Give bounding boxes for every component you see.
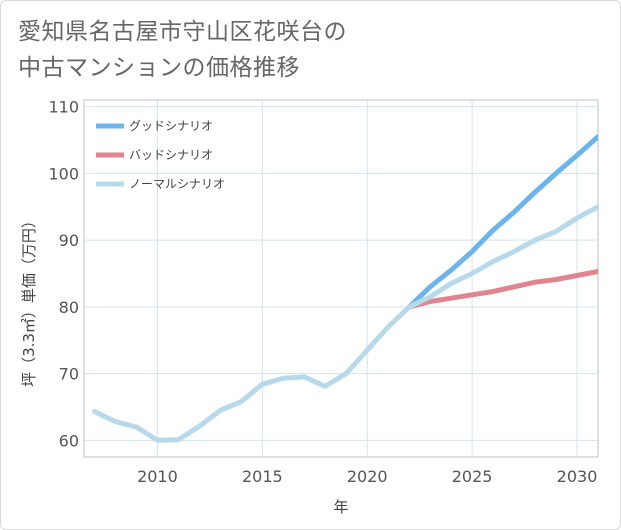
series-line-2 [92,204,598,443]
y-tick-label-100: 100 [48,164,79,183]
y-tick-label-70: 70 [59,365,79,384]
legend-label-0: グッドシナリオ [129,119,213,133]
x-axis-title: 年 [333,498,348,516]
legend-label-1: バッドシナリオ [129,148,213,162]
x-tick-label-2020: 2020 [347,467,388,486]
series-line-0 [406,134,598,310]
series-lines [92,134,598,443]
y-tick-label-90: 90 [59,231,79,250]
x-axis-ticks: 2010 2015 2020 2025 2030 [137,467,597,486]
y-tick-label-80: 80 [59,298,79,317]
x-tick-label-2030: 2030 [557,467,598,486]
x-tick-label-2025: 2025 [452,467,493,486]
y-tick-label-60: 60 [59,431,79,450]
x-tick-label-2010: 2010 [137,467,178,486]
legend-label-2: ノーマルシナリオ [129,177,225,191]
y-axis-ticks: 60 70 80 90 100 110 [48,98,79,451]
y-axis-title: 坪（3.3㎡）単価（万円） [20,213,38,387]
chart-title: 愛知県名古屋市守山区花咲台の 中古マンションの価格推移 [18,14,438,86]
chart-title-line1: 愛知県名古屋市守山区花咲台の [18,19,347,45]
grid-lines [84,100,598,457]
y-tick-label-110: 110 [48,98,79,117]
series-line-1 [406,269,598,310]
x-tick-label-2015: 2015 [242,467,283,486]
plot-area [83,99,599,458]
chart-title-line2: 中古マンションの価格推移 [18,55,300,81]
